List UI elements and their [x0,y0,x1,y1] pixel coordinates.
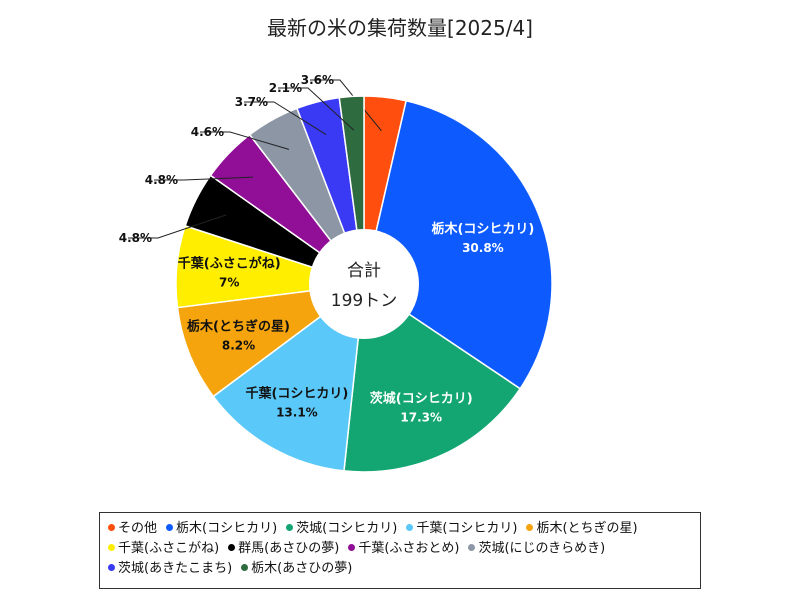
leader-line [154,176,254,181]
legend-label: 千葉(ふさこがね) [118,541,220,556]
slice-name-label: 栃木(とちぎの星) [187,319,290,335]
legend-item: 茨城(コシヒカリ) [286,519,397,539]
legend-label: 茨城(にじのきらめき) [478,541,606,556]
legend-item: 群馬(あさひの夢) [228,539,339,559]
slice-value-label: 4.8% [119,231,152,245]
slice-name-label: 栃木(コシヒカリ) [431,221,534,237]
pie-slice [212,282,365,472]
legend-item: 千葉(コシヒカリ) [406,519,517,539]
legend-marker [406,524,414,531]
slice-name-label: 千葉(コシヒカリ) [245,386,348,402]
legend-marker [286,524,294,531]
donut-hole [309,229,419,339]
legend-item: 千葉(ふさこがね) [108,539,219,559]
legend-label: 千葉(コシヒカリ) [416,521,518,536]
legend-marker [348,544,356,551]
slice-value-label: 4.6% [191,125,224,139]
legend-item: その他 [108,519,157,539]
legend-marker [108,564,115,571]
legend-marker [241,564,249,571]
slice-name-label: 茨城(コシヒカリ) [370,391,473,407]
legend-marker [108,524,115,531]
leader-line [278,87,355,131]
slice-value-label: 2.1% [269,81,302,95]
center-total: 199トン [331,291,397,311]
slice-value-label: 17.3% [400,411,442,425]
legend-marker [526,524,534,531]
legend-label: 栃木(コシヒカリ) [176,521,278,536]
slice-value-label: 8.2% [222,339,255,353]
center-label: 合計 [347,261,381,281]
slice-value-label: 4.8% [145,173,178,187]
legend-marker [166,524,174,531]
legend-item: 茨城(あきたこまち) [108,559,232,579]
slice-value-label: 3.6% [301,73,334,87]
legend-label: 群馬(あさひの夢) [238,541,340,556]
legend-marker [228,544,236,551]
legend: その他 栃木(コシヒカリ) 茨城(コシヒカリ) 千葉(コシヒカリ) 栃木(とちぎの星) … [99,512,701,589]
chart-title: 最新の米の集荷数量[2025/4] [267,16,533,40]
slice-value-label: 7% [219,275,239,289]
legend-label: 栃木(あさひの夢) [251,561,353,576]
legend-item: 栃木(あさひの夢) [241,559,352,579]
leader-line [310,79,382,132]
pie-slice [363,99,553,390]
legend-item: 千葉(ふさおとめ) [348,539,459,559]
slice-value-label: 3.7% [235,95,268,109]
legend-label: 茨城(コシヒカリ) [296,521,398,536]
legend-item: 栃木(コシヒカリ) [166,519,277,539]
leader-line [244,101,327,136]
legend-marker [108,544,115,551]
leader-line [200,131,290,150]
slice-value-label: 13.1% [276,406,318,420]
legend-label: その他 [118,521,158,536]
slice-name-label: 千葉(ふさこがね) [178,255,281,271]
legend-label: 茨城(あきたこまち) [118,561,233,576]
legend-item: 栃木(とちぎの星) [526,519,638,539]
legend-label: 千葉(ふさおとめ) [358,541,460,556]
slice-value-label: 30.8% [462,241,504,255]
leader-line [128,214,227,239]
legend-marker [468,544,476,551]
legend-item: 茨城(にじのきらめき) [468,539,605,559]
pie-chart: 3.6% 栃木(コシヒカリ) 30.8% 茨城(コシヒカリ) 17.3% 千葉(コシヒカリ… [119,73,553,473]
legend-label: 栃木(とちぎの星) [536,521,638,536]
